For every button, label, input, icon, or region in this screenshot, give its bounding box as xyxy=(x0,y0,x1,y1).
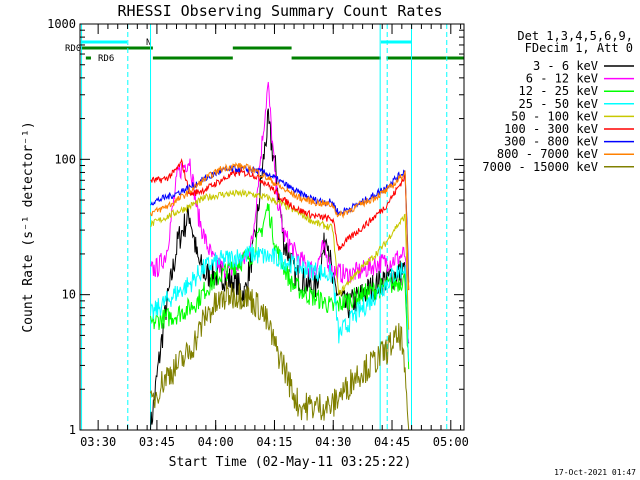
y-tick-label: 1 xyxy=(69,423,76,437)
x-tick-label: 04:45 xyxy=(374,435,410,449)
series-line-3 xyxy=(150,244,410,362)
y-tick-label: 100 xyxy=(54,152,76,166)
gap-markers xyxy=(81,24,448,430)
legend-label-0: 3 - 6 keV xyxy=(533,59,598,73)
x-tick-label: 04:30 xyxy=(315,435,351,449)
series-line-4 xyxy=(150,188,410,330)
series-line-7 xyxy=(150,161,410,290)
x-axis-ticks: 03:30 03:45 04:00 04:15 04:30 04:45 05:00 xyxy=(80,24,469,449)
legend-label-1: 6 - 12 keV xyxy=(526,72,598,86)
legend-label-8: 7000 - 15000 keV xyxy=(482,160,598,174)
plot-frame xyxy=(79,23,465,431)
y-tick-label: 10 xyxy=(62,288,76,302)
series-lines xyxy=(150,81,410,431)
flag-bars: RD0 RD6 N xyxy=(65,38,464,64)
series-line-5 xyxy=(150,157,410,291)
flag-label-n: N xyxy=(146,38,151,48)
flag-label-rd6: RD6 xyxy=(98,54,114,64)
y-tick-label: 1000 xyxy=(47,17,76,31)
footer-timestamp: 17-Oct-2021 01:47 xyxy=(554,468,636,477)
x-axis-label: Start Time (02-May-11 03:25:22) xyxy=(169,455,412,470)
chart-title: RHESSI Observing Summary Count Rates xyxy=(117,2,442,20)
legend-label-5: 100 - 300 keV xyxy=(504,122,598,136)
legend-label-6: 300 - 800 keV xyxy=(504,135,598,149)
y-axis-label: Count Rate (s⁻¹ detector⁻¹) xyxy=(21,121,36,332)
legend-label-4: 50 - 100 keV xyxy=(511,109,598,123)
x-tick-label: 03:30 xyxy=(80,435,116,449)
legend-header-1: Det 1,3,4,5,6,9, xyxy=(517,29,633,43)
series-line-8 xyxy=(150,281,410,430)
x-tick-label: 05:00 xyxy=(433,435,469,449)
legend-label-7: 800 - 7000 keV xyxy=(497,147,598,161)
series-line-2 xyxy=(150,203,410,370)
x-tick-label: 03:45 xyxy=(139,435,175,449)
legend-label-3: 25 - 50 keV xyxy=(519,97,598,111)
flag-label-rd0: RD0 xyxy=(65,44,81,54)
x-tick-label: 04:00 xyxy=(198,435,234,449)
x-tick-label: 04:15 xyxy=(256,435,292,449)
series-line-6 xyxy=(150,164,410,283)
y-axis-ticks: 1 10 100 1000 xyxy=(47,17,464,437)
legend-label-2: 12 - 25 keV xyxy=(519,84,598,98)
legend-header-2: FDecim 1, Att 0 xyxy=(525,41,633,55)
